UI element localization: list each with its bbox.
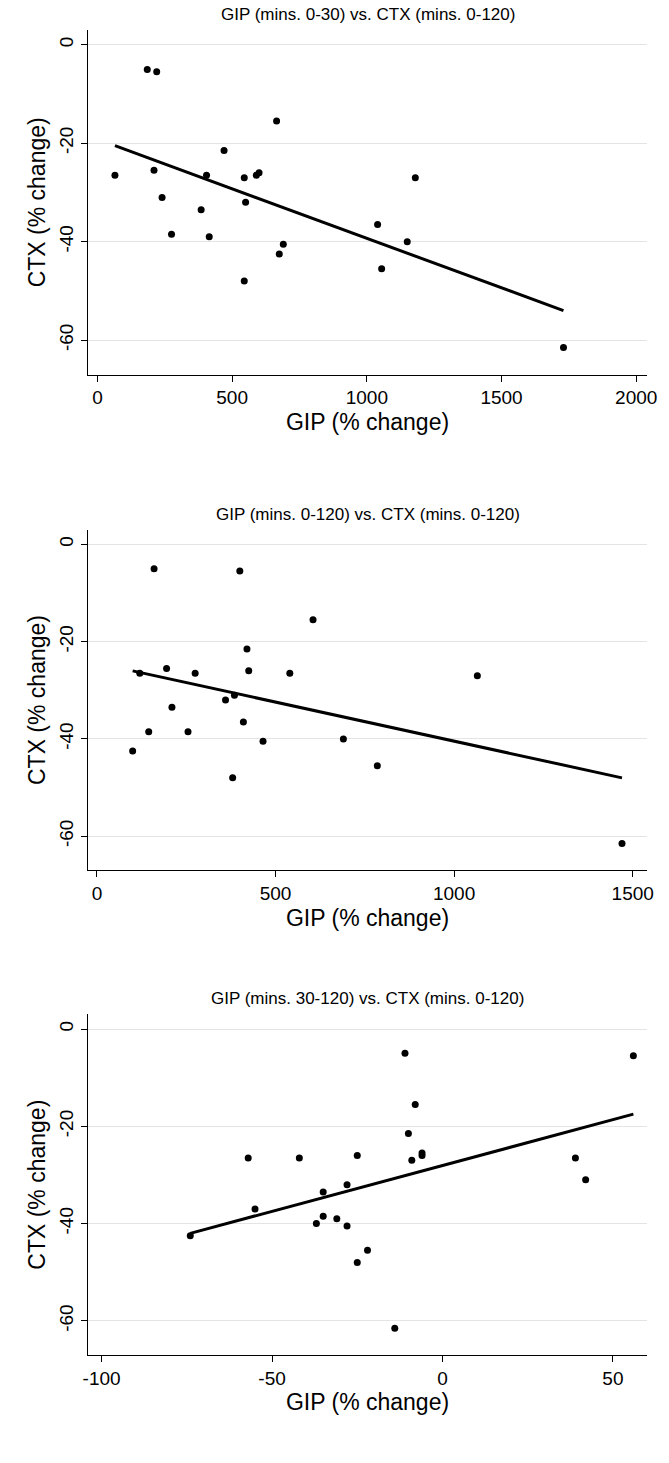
svg-text:50: 50 xyxy=(602,1368,623,1389)
svg-text:1000: 1000 xyxy=(433,883,475,904)
svg-text:1500: 1500 xyxy=(612,883,654,904)
svg-text:CTX (% change): CTX (% change) xyxy=(24,615,50,785)
svg-text:500: 500 xyxy=(260,883,292,904)
svg-text:CTX (% change): CTX (% change) xyxy=(24,117,50,287)
svg-text:GIP (mins. 0-30) vs. CTX (mins: GIP (mins. 0-30) vs. CTX (mins. 0-120) xyxy=(221,5,515,24)
svg-text:GIP (% change): GIP (% change) xyxy=(286,1389,449,1415)
svg-text:0: 0 xyxy=(56,536,77,547)
svg-text:-40: -40 xyxy=(56,225,77,252)
svg-text:0: 0 xyxy=(92,387,103,408)
svg-text:1500: 1500 xyxy=(480,387,522,408)
svg-text:-60: -60 xyxy=(56,1304,77,1331)
svg-text:-20: -20 xyxy=(56,625,77,652)
svg-text:500: 500 xyxy=(216,387,248,408)
svg-text:-40: -40 xyxy=(56,722,77,749)
svg-text:-100: -100 xyxy=(83,1368,121,1389)
svg-text:GIP (mins. 30-120) vs. CTX (mi: GIP (mins. 30-120) vs. CTX (mins. 0-120) xyxy=(211,989,524,1008)
svg-text:-40: -40 xyxy=(56,1207,77,1234)
svg-text:0: 0 xyxy=(92,883,103,904)
svg-text:0: 0 xyxy=(56,1021,77,1032)
svg-text:GIP (% change): GIP (% change) xyxy=(286,905,449,931)
svg-text:1000: 1000 xyxy=(346,387,388,408)
svg-text:0: 0 xyxy=(437,1368,448,1389)
svg-text:GIP (% change): GIP (% change) xyxy=(286,409,449,435)
svg-text:CTX (% change): CTX (% change) xyxy=(24,1100,50,1270)
svg-text:-50: -50 xyxy=(258,1368,285,1389)
svg-text:-60: -60 xyxy=(56,820,77,847)
svg-text:-60: -60 xyxy=(56,324,77,351)
svg-text:0: 0 xyxy=(56,37,77,48)
svg-text:-20: -20 xyxy=(56,127,77,154)
svg-text:GIP (mins. 0-120) vs. CTX (min: GIP (mins. 0-120) vs. CTX (mins. 0-120) xyxy=(216,505,520,524)
svg-text:2000: 2000 xyxy=(615,387,657,408)
svg-text:-20: -20 xyxy=(56,1110,77,1137)
